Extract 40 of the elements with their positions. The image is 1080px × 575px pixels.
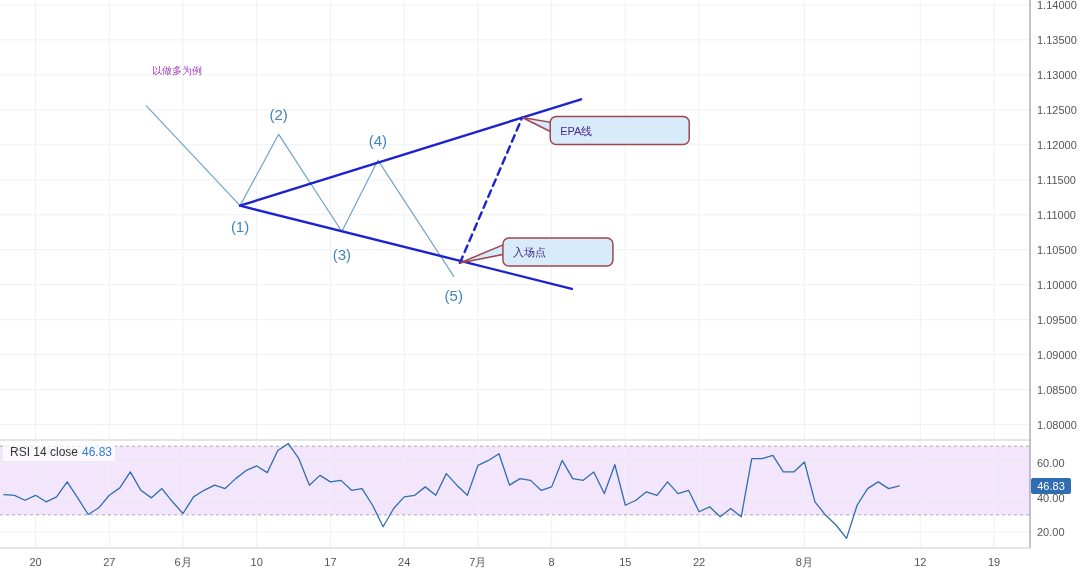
text: 46.83 (82, 445, 113, 459)
x-tick-label: 19 (987, 556, 1001, 568)
y-tick-label: 20.00 (1037, 526, 1065, 539)
y-tick-label: 1.10500 (1037, 243, 1077, 256)
annotation: (3) (332, 245, 352, 263)
x-tick-label: 7月 (469, 556, 487, 568)
y-tick-label: 1.11000 (1037, 208, 1076, 221)
text: RSI 14 close (10, 445, 79, 459)
x-tick-label: 15 (619, 556, 632, 568)
annotation: (1) (230, 217, 250, 235)
annotation: (5) (444, 287, 463, 305)
text: 46.83 (1037, 479, 1065, 492)
x-tick-label: 8月 (795, 556, 813, 568)
y-tick-label: 1.10000 (1037, 278, 1077, 291)
x-tick-label: 27 (103, 556, 116, 568)
annotation: 入场点 (512, 246, 546, 259)
y-tick-label: 1.13500 (1037, 33, 1077, 46)
y-tick-label: 1.09500 (1037, 313, 1077, 326)
y-tick-label: 1.12500 (1037, 103, 1077, 116)
y-tick-label: 1.11500 (1037, 173, 1076, 186)
annotation: (4) (368, 132, 388, 150)
x-tick-label: 22 (692, 556, 706, 568)
annotation: EPA线 (560, 124, 593, 137)
x-tick-label: 6月 (174, 556, 192, 568)
y-tick-label: 1.14000 (1037, 0, 1077, 11)
x-tick-label: 8 (548, 556, 555, 568)
y-tick-label: 1.08500 (1037, 383, 1077, 396)
y-tick-label: 1.12000 (1037, 138, 1077, 151)
y-tick-label: 40.00 (1037, 491, 1065, 504)
x-tick-label: 10 (250, 556, 263, 568)
x-tick-label: 17 (324, 556, 337, 568)
y-tick-label: 1.08000 (1037, 418, 1077, 431)
y-tick-label: 1.09000 (1037, 348, 1077, 361)
y-tick-label: 60.00 (1037, 457, 1065, 470)
x-tick-label: 20 (29, 556, 42, 568)
x-tick-label: 12 (914, 556, 927, 568)
annotation: (2) (269, 106, 288, 124)
y-tick-label: 1.13000 (1037, 68, 1077, 81)
annotation: 以做多为例 (152, 65, 202, 76)
x-tick-label: 24 (398, 556, 411, 568)
